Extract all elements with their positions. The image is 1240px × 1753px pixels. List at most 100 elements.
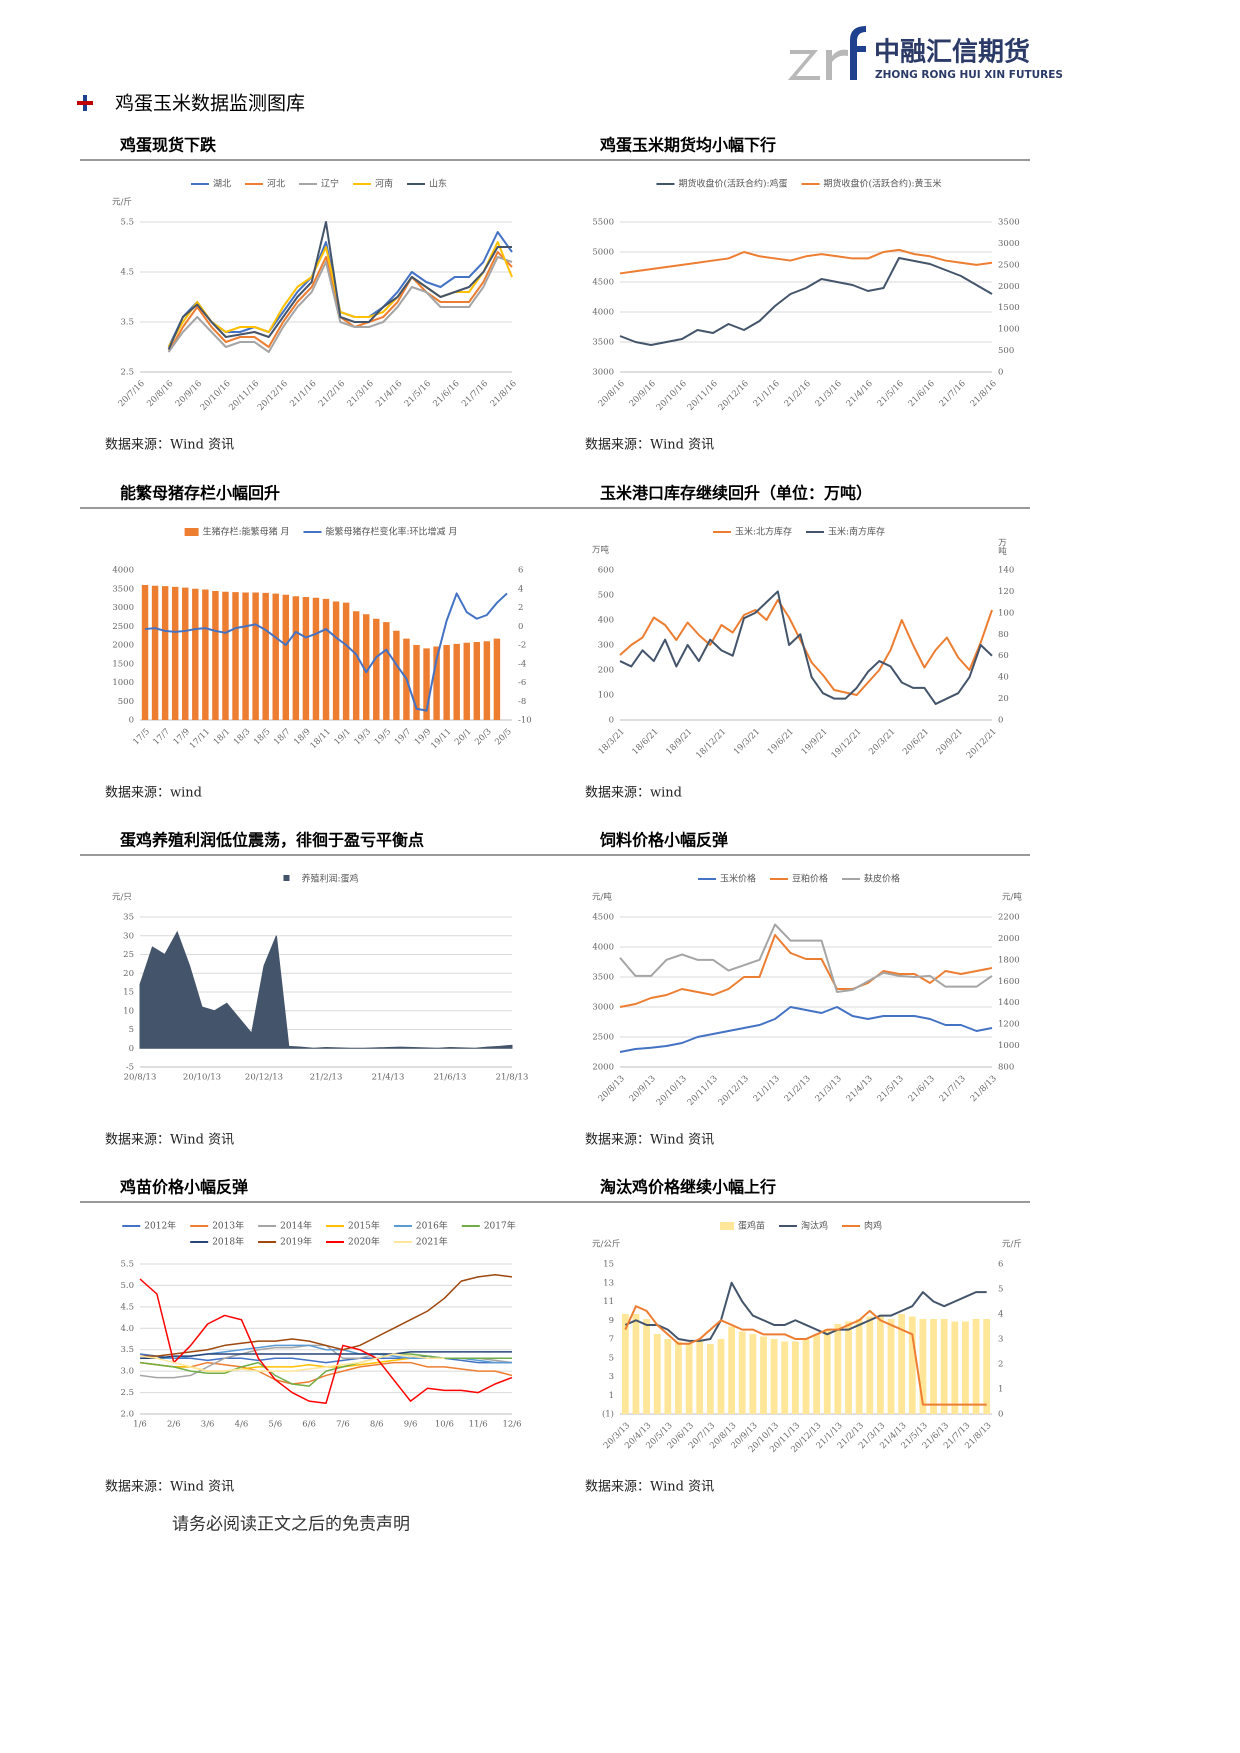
- x-tick-label: 19/12/21: [830, 727, 864, 761]
- panel-title: 鸡苗价格小幅反弹: [119, 1178, 248, 1197]
- bar: [141, 585, 149, 720]
- y-tick-label: 5: [129, 1025, 134, 1035]
- x-tick-label: 17/7: [151, 727, 172, 748]
- y-tick-label: 3.5: [120, 1345, 134, 1355]
- x-tick-label: 20/12/13: [717, 1074, 751, 1108]
- bar: [453, 643, 460, 720]
- x-tick-label: 21/2/13: [783, 1074, 813, 1104]
- y-tick-label: 5: [609, 1353, 614, 1363]
- y-tick-label: 0: [998, 368, 1003, 378]
- x-tick-label: 20/8/16: [145, 379, 175, 409]
- y-tick-label: 3500: [998, 218, 1020, 228]
- source-note: 数据来源：Wind 资讯: [105, 1480, 234, 1495]
- bar: [302, 597, 310, 720]
- y-tick-label: 3.5: [120, 318, 134, 328]
- bar: [685, 1344, 693, 1414]
- x-tick-label: 21/3/16: [346, 379, 376, 409]
- x-tick-label: 21/5/13: [876, 1074, 906, 1104]
- bar: [823, 1329, 831, 1414]
- bar: [802, 1339, 810, 1414]
- bar: [834, 1324, 842, 1414]
- bar: [738, 1331, 746, 1414]
- bar: [473, 642, 481, 720]
- y-tick-label: 2.5: [120, 368, 134, 378]
- bar: [749, 1334, 757, 1414]
- x-tick-label: 20/9/21: [935, 727, 965, 757]
- y-tick-label: 2000: [998, 934, 1020, 944]
- y-tick-label: 4000: [112, 566, 134, 576]
- x-tick-label: 20/12/16: [717, 379, 751, 413]
- y-tick-label: 9: [609, 1316, 614, 1326]
- x-tick-label: 21/4/16: [845, 379, 875, 409]
- y-tick-label: -2: [518, 641, 526, 651]
- y-tick-label: 200: [598, 666, 614, 676]
- x-tick-label: 20/6/21: [901, 727, 931, 757]
- bar: [664, 1339, 672, 1414]
- source-note: 数据来源：Wind 资讯: [585, 1480, 714, 1495]
- y-tick-label: 3000: [998, 239, 1020, 249]
- x-tick-label: 20/8/13: [124, 1073, 157, 1083]
- x-tick-label: 20/12/13: [245, 1073, 283, 1083]
- y-tick-label: 2000: [998, 282, 1020, 292]
- y-tick-label: 2.5: [120, 1388, 134, 1398]
- y-tick-label: 1500: [998, 303, 1020, 313]
- y-tick-label: 2.0: [120, 1410, 134, 1420]
- bar: [706, 1344, 714, 1414]
- y-tick-label: 4: [998, 1310, 1003, 1320]
- legend-label: 河南: [375, 178, 393, 190]
- y-tick-label: 13: [603, 1278, 614, 1288]
- bar: [252, 592, 259, 720]
- y-tick-label: 2: [518, 603, 523, 613]
- x-tick-label: 18/11: [308, 727, 332, 751]
- x-tick-label: 21/6/16: [431, 379, 461, 409]
- line: [619, 248, 993, 275]
- y-tick-label: -4: [518, 659, 526, 669]
- y-tick-label: 25: [123, 950, 134, 960]
- x-tick-label: 9/6: [404, 1420, 418, 1430]
- area: [139, 930, 513, 1049]
- bar: [272, 593, 279, 720]
- x-tick-label: 20/11/13: [686, 1074, 720, 1108]
- y-tick-label: 5.5: [120, 1260, 134, 1270]
- x-tick-label: 20/3/21: [867, 727, 897, 757]
- y-tick-label: -5: [126, 1063, 134, 1073]
- x-tick-label: 20/8/16: [597, 379, 627, 409]
- bar: [161, 586, 169, 720]
- x-tick-label: 21/4/16: [374, 379, 404, 409]
- bar: [332, 601, 340, 720]
- y-tick-label: 1200: [998, 1020, 1020, 1030]
- logo: [788, 26, 866, 80]
- legend-label: 2015年: [348, 1220, 380, 1232]
- y2-axis-unit: 万吨: [997, 538, 1007, 555]
- line: [144, 592, 508, 712]
- legend-label: 2014年: [280, 1220, 312, 1232]
- bar: [393, 630, 400, 720]
- x-tick-label: 21/4/13: [845, 1074, 875, 1104]
- x-tick-label: 21/6/13: [907, 1074, 937, 1104]
- y-tick-label: 3500: [112, 584, 134, 594]
- line: [140, 1273, 513, 1357]
- y-tick-label: 1000: [112, 678, 134, 688]
- line: [619, 257, 993, 346]
- x-tick-label: 20/10/16: [655, 379, 689, 413]
- x-tick-label: 21/7/13: [938, 1074, 968, 1104]
- bar: [322, 598, 330, 720]
- bar: [433, 646, 440, 720]
- y-tick-label: 5000: [592, 248, 614, 258]
- x-tick-label: 1/6: [133, 1420, 147, 1430]
- y-tick-label: 6: [518, 566, 523, 576]
- bar: [151, 585, 159, 720]
- bar: [171, 586, 179, 720]
- y-tick-label: 4.5: [120, 268, 134, 278]
- x-tick-label: 18/5: [252, 727, 273, 748]
- bar: [383, 622, 390, 720]
- x-tick-label: 21/1/16: [752, 379, 782, 409]
- y-tick-label: 0: [129, 716, 134, 726]
- bar: [717, 1339, 725, 1414]
- line: [619, 1006, 993, 1053]
- bar: [423, 648, 430, 720]
- logo-z: [788, 50, 820, 80]
- y-tick-label: 4000: [592, 943, 614, 953]
- legend-label: 蛋鸡苗: [738, 1220, 765, 1232]
